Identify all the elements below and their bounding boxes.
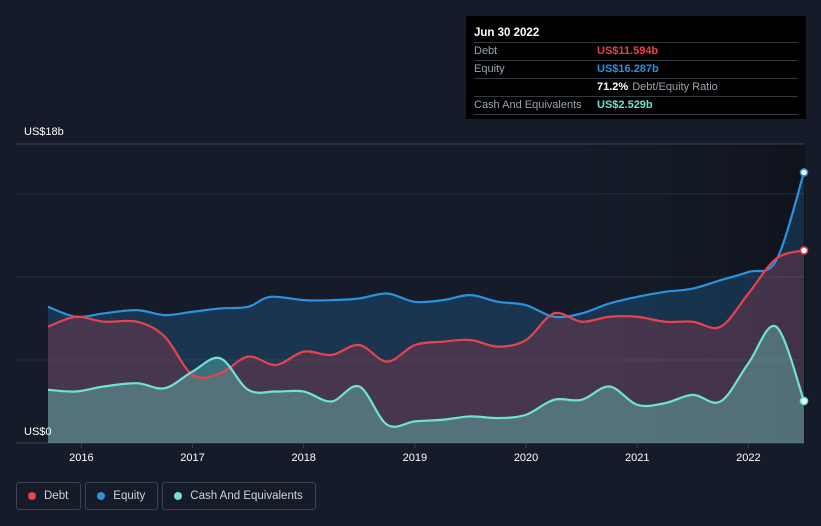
gridlines (16, 143, 804, 444)
x-tick-label: 2017 (180, 452, 204, 464)
legend-dot-debt (28, 492, 36, 500)
line-cash-and-equivalents (47, 324, 806, 428)
legend-label-equity: Equity (113, 490, 146, 502)
tooltip-row-equity: Equity US$16.287b (474, 60, 798, 78)
y-axis-bottom-label: US$0 (24, 426, 52, 438)
tooltip-label-ratio (474, 79, 597, 96)
legend-item-cash[interactable]: Cash And Equivalents (162, 482, 316, 510)
series-endpoints (799, 168, 809, 406)
tooltip-value-debt: US$11.594b (597, 45, 659, 57)
tooltip-row-cash: Cash And Equivalents US$2.529b (474, 96, 798, 115)
tooltip-date: Jun 30 2022 (474, 27, 540, 39)
x-axis-ticks: 2016 2017 2018 2019 2020 2021 2022 (69, 443, 761, 464)
endpoint-cash-and-equivalents (799, 396, 809, 406)
y-axis-top-label: US$18b (24, 126, 64, 138)
tooltip-value-cash: US$2.529b (597, 99, 653, 111)
area-debt (48, 250, 804, 443)
line-debt (47, 249, 805, 379)
area-cash-and-equivalents (48, 325, 804, 443)
tooltip-row-debt: Debt US$11.594b (474, 42, 798, 60)
x-tick-label: 2022 (736, 452, 760, 464)
tooltip-ratio-caption: Debt/Equity Ratio (632, 81, 718, 93)
line-equity (47, 172, 806, 319)
legend-label-debt: Debt (44, 490, 69, 502)
data-tooltip: Jun 30 2022 Debt US$11.594b Equity US$16… (466, 16, 806, 119)
tooltip-label-cash: Cash And Equivalents (474, 99, 582, 111)
tooltip-row-ratio: 71.2% Debt/Equity Ratio (474, 78, 798, 96)
tooltip-value-ratio: 71.2% (597, 81, 629, 93)
x-tick-label: 2021 (625, 452, 649, 464)
x-tick-label: 2016 (69, 452, 93, 464)
endpoint-equity (799, 168, 809, 177)
series-lines (47, 172, 806, 428)
legend-label-cash: Cash And Equivalents (190, 490, 303, 502)
tooltip-label-debt: Debt (474, 45, 498, 57)
legend-dot-equity (97, 492, 106, 500)
endpoint-debt (799, 246, 809, 255)
x-tick-label: 2019 (403, 452, 427, 464)
legend-item-equity[interactable]: Equity (85, 482, 159, 510)
legend-dot-cash (174, 492, 183, 500)
x-tick-label: 2018 (291, 452, 315, 464)
x-tick-label: 2020 (514, 452, 538, 464)
legend-item-debt[interactable]: Debt (16, 482, 82, 510)
tooltip-value-equity: US$16.287b (597, 63, 659, 75)
tooltip-label-equity: Equity (474, 63, 505, 75)
chart-legend: Debt Equity Cash And Equivalents (16, 482, 316, 510)
